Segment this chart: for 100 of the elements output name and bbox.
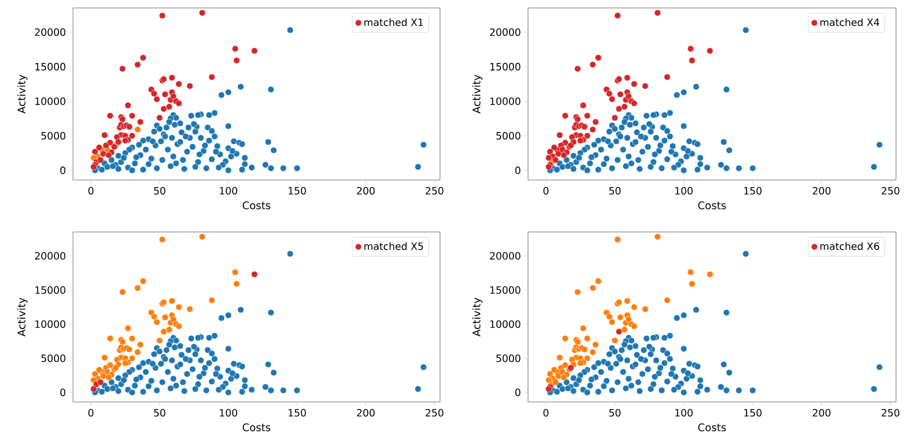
x-tick-label: 250 (882, 186, 900, 195)
point (630, 304, 638, 310)
point (101, 132, 108, 138)
point (100, 150, 107, 158)
point (642, 306, 648, 312)
x-tick-label: 250 (426, 186, 444, 195)
point (134, 348, 141, 356)
point (124, 102, 132, 109)
point (170, 316, 177, 323)
y-tick-label: 15000 (35, 286, 66, 294)
point (550, 366, 558, 374)
point (160, 106, 168, 112)
point (595, 278, 602, 284)
point (119, 65, 126, 72)
x-tick-label: 0 (88, 186, 94, 195)
point (176, 100, 182, 107)
point (97, 378, 104, 386)
x-axis-title: Costs (698, 423, 726, 432)
point (580, 324, 586, 332)
point (664, 296, 671, 304)
x-tick-label: 0 (543, 408, 548, 417)
legend-label: matched X4 (820, 18, 880, 26)
point (574, 288, 581, 296)
x-tick-label: 150 (288, 408, 306, 417)
y-tick-label: 5000 (41, 354, 66, 362)
point (251, 48, 258, 54)
point (624, 298, 631, 304)
point (154, 318, 160, 326)
point (233, 280, 240, 288)
y-axis-title: Activity (17, 298, 28, 336)
x-tick-label: 200 (357, 186, 375, 195)
point (589, 284, 596, 292)
point (159, 12, 166, 19)
point (162, 314, 168, 321)
x-tick-label: 150 (744, 186, 762, 195)
point (140, 278, 146, 284)
point (105, 374, 112, 381)
y-tick-label: 10000 (35, 320, 66, 328)
point (159, 236, 166, 243)
point (584, 354, 591, 362)
y-tick-label: 0 (60, 388, 66, 396)
x-axis-title: Costs (698, 201, 726, 210)
point (128, 112, 136, 120)
point (552, 378, 559, 386)
point (156, 337, 163, 344)
point (654, 233, 661, 240)
point (156, 114, 163, 122)
point (562, 335, 569, 342)
point (126, 346, 133, 353)
point (176, 80, 182, 88)
point (122, 137, 129, 144)
point (560, 374, 568, 381)
y-tick-label: 0 (515, 388, 520, 396)
point (168, 298, 176, 304)
y-axis-title: Activity (472, 298, 482, 336)
x-tick-label: 50 (154, 408, 166, 417)
point (92, 148, 98, 155)
point (584, 335, 591, 342)
point (706, 271, 714, 278)
x-tick-label: 50 (154, 186, 166, 195)
point (126, 123, 133, 130)
x-tick-label: 250 (882, 408, 900, 417)
point (106, 335, 114, 342)
point (612, 337, 618, 344)
y-axis-title: Activity (17, 74, 28, 114)
point (176, 304, 182, 310)
y-tick-label: 15000 (490, 286, 520, 294)
point (140, 54, 146, 62)
point (546, 370, 554, 378)
point (176, 322, 182, 330)
point (166, 103, 173, 110)
x-tick-label: 150 (744, 408, 762, 417)
point (556, 354, 564, 361)
point (621, 326, 628, 333)
point (617, 314, 624, 321)
x-tick-label: 0 (543, 186, 548, 195)
point (625, 316, 632, 323)
x-axis-title: Costs (242, 423, 270, 432)
point (160, 328, 168, 335)
x-tick-label: 100 (675, 186, 693, 195)
point (134, 126, 141, 133)
point (687, 268, 694, 276)
point (106, 112, 114, 120)
x-tick-label: 200 (357, 408, 375, 417)
point (122, 360, 129, 366)
y-tick-label: 15000 (490, 62, 520, 70)
x-tick-label: 100 (675, 408, 693, 417)
point (614, 236, 621, 243)
point (186, 82, 194, 90)
point (170, 93, 177, 100)
point (154, 96, 160, 102)
x-tick-label: 100 (220, 186, 238, 195)
point (124, 324, 132, 332)
point (251, 271, 258, 278)
legend-label: matched X6 (820, 242, 880, 250)
point (208, 296, 216, 304)
point (137, 341, 144, 348)
point (198, 10, 206, 16)
y-axis-title: Activity (472, 74, 482, 114)
point (186, 306, 194, 312)
